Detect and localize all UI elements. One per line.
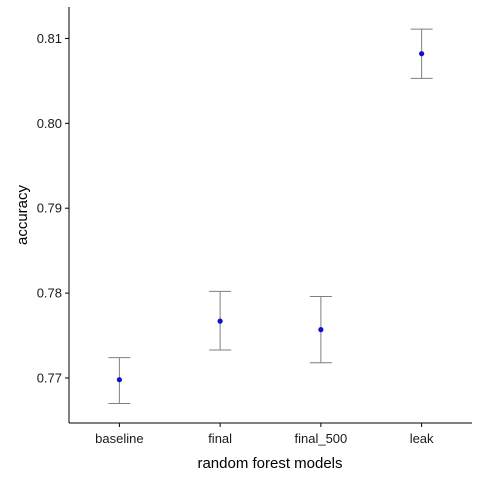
x-tick-label: leak <box>410 431 434 446</box>
data-point <box>116 377 122 383</box>
x-axis-title: random forest models <box>197 455 342 472</box>
y-tick-label: 0.80 <box>37 116 62 131</box>
data-points <box>116 51 425 383</box>
x-ticks: baseline final final_500 leak <box>95 423 434 446</box>
axes <box>68 7 472 424</box>
data-point <box>419 51 425 57</box>
data-point <box>318 327 324 333</box>
y-tick-label: 0.78 <box>37 286 62 301</box>
y-ticks: 0.77 0.78 0.79 0.80 0.81 <box>37 31 69 386</box>
y-tick-label: 0.79 <box>37 201 62 216</box>
y-axis-title: accuracy <box>14 184 31 245</box>
error-bars <box>108 28 433 404</box>
y-tick-label: 0.77 <box>37 371 62 386</box>
x-tick-label: final <box>208 431 232 446</box>
x-tick-label: baseline <box>95 431 143 446</box>
data-point <box>217 318 223 324</box>
y-tick-label: 0.81 <box>37 31 62 46</box>
x-tick-label: final_500 <box>294 431 347 446</box>
